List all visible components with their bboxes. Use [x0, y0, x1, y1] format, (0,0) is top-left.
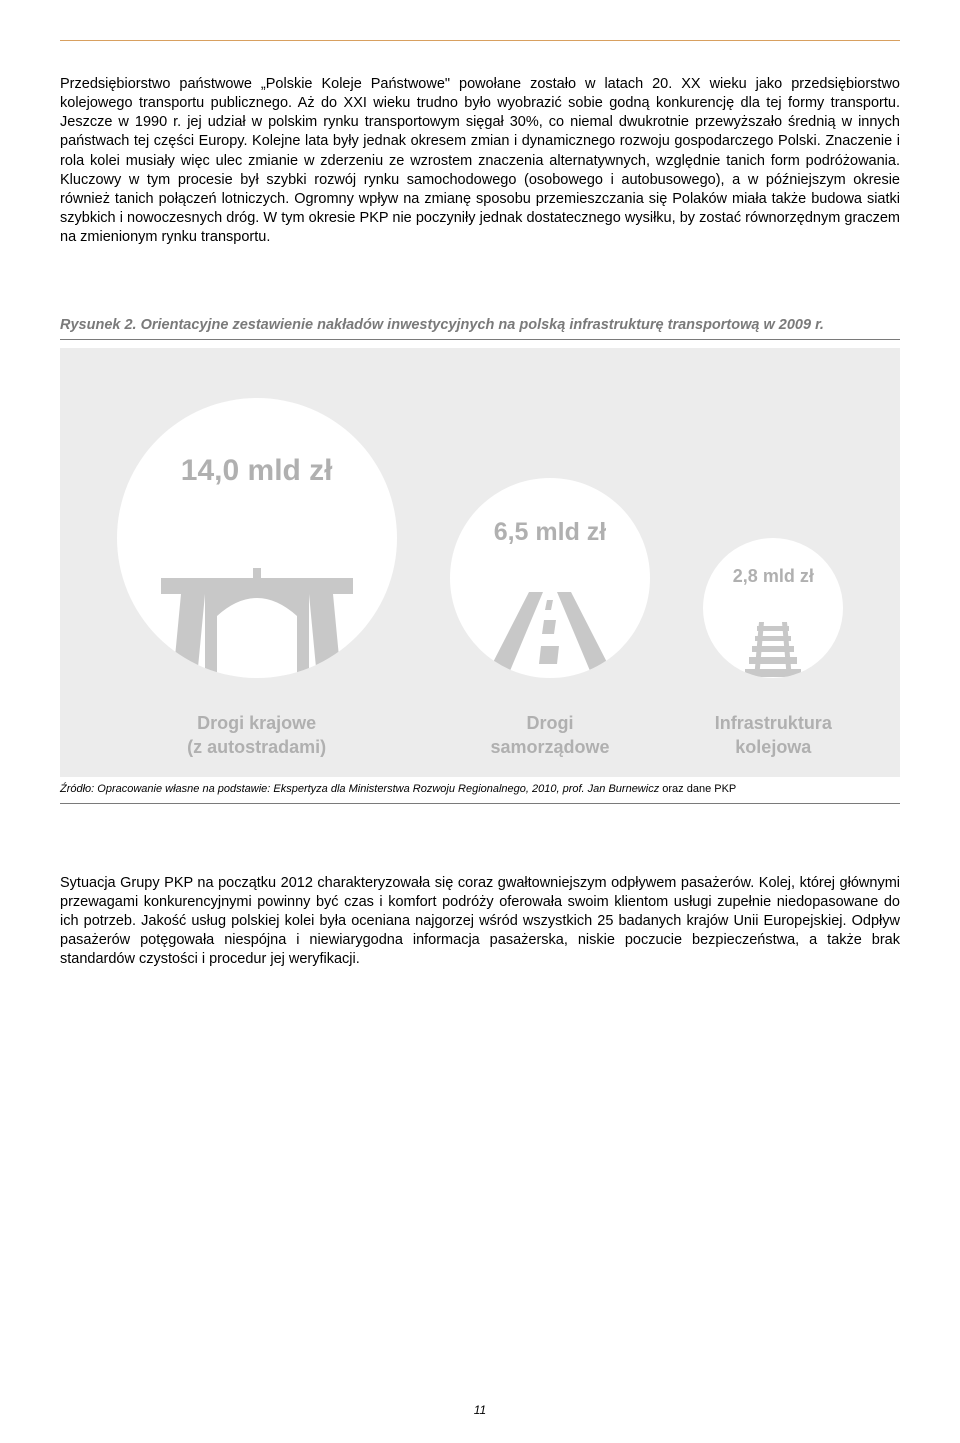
label-1-line1: Drogi krajowe	[197, 713, 316, 733]
circle-1-value: 14,0 mld zł	[181, 454, 333, 488]
chart-container: 14,0 mld zł 6,5 mld zł	[60, 348, 900, 777]
label-3: Infrastruktura kolejowa	[703, 712, 843, 759]
source-suffix: oraz dane PKP	[659, 783, 736, 795]
label-2-line1: Drogi	[526, 713, 573, 733]
label-3-line2: kolejowa	[735, 737, 811, 757]
labels-row: Drogi krajowe (z autostradami) Drogi sam…	[90, 712, 870, 759]
figure-caption: Rysunek 2. Orientacyjne zestawienie nakł…	[60, 317, 900, 340]
paragraph-1: Przedsiębiorstwo państwowe „Polskie Kole…	[60, 75, 900, 247]
circle-2: 6,5 mld zł	[450, 478, 650, 678]
circle-3: 2,8 mld zł	[703, 538, 843, 678]
road-icon	[485, 592, 615, 678]
circle-1: 14,0 mld zł	[117, 398, 397, 678]
label-1: Drogi krajowe (z autostradami)	[117, 712, 397, 759]
label-2-line2: samorządowe	[490, 737, 609, 757]
top-accent-border	[60, 40, 900, 41]
source-prefix: Źródło: Opracowanie własne na podstawie:…	[60, 783, 659, 795]
page-number: 11	[474, 1403, 486, 1417]
circle-1-bg: 14,0 mld zł	[117, 398, 397, 678]
label-3-line1: Infrastruktura	[715, 713, 832, 733]
circle-2-bg: 6,5 mld zł	[450, 478, 650, 678]
source-line: Źródło: Opracowanie własne na podstawie:…	[60, 777, 900, 804]
circles-row: 14,0 mld zł 6,5 mld zł	[90, 398, 870, 678]
circle-3-bg: 2,8 mld zł	[703, 538, 843, 678]
label-2: Drogi samorządowe	[450, 712, 650, 759]
highway-bridge-icon	[161, 568, 353, 678]
label-1-line2: (z autostradami)	[187, 737, 326, 757]
circle-2-value: 6,5 mld zł	[494, 518, 607, 547]
paragraph-2: Sytuacja Grupy PKP na początku 2012 char…	[60, 874, 900, 970]
rail-track-icon	[737, 622, 809, 678]
circle-3-value: 2,8 mld zł	[733, 566, 814, 587]
